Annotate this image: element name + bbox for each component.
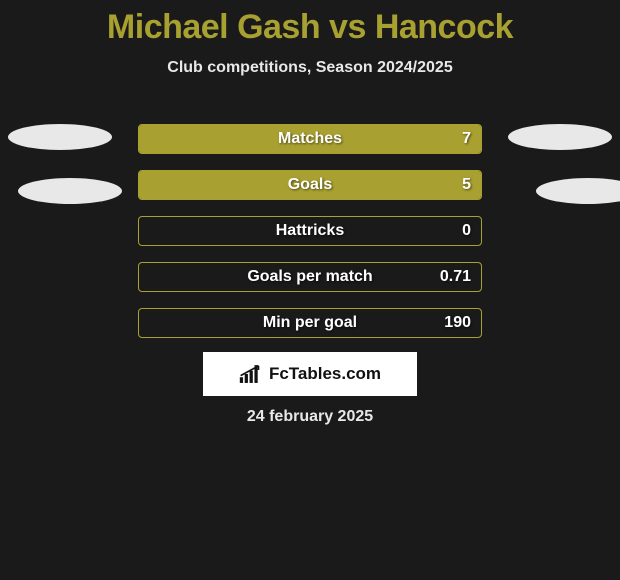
- decoration-ellipse: [536, 178, 620, 204]
- bar-value: 0: [462, 217, 471, 245]
- stat-bar-matches: Matches 7: [138, 124, 482, 154]
- decoration-ellipse: [8, 124, 112, 150]
- page-subtitle: Club competitions, Season 2024/2025: [0, 59, 620, 77]
- stat-bars: Matches 7 Goals 5 Hattricks 0 Goals per …: [138, 124, 482, 354]
- stat-bar-goals: Goals 5: [138, 170, 482, 200]
- bar-label: Matches: [139, 125, 481, 153]
- decoration-ellipse: [18, 178, 122, 204]
- branding-logo: FcTables.com: [203, 352, 417, 396]
- logo-content: FcTables.com: [239, 364, 381, 384]
- bar-label: Goals: [139, 171, 481, 199]
- page-title: Michael Gash vs Hancock: [0, 0, 620, 47]
- bar-label: Goals per match: [139, 263, 481, 291]
- decoration-ellipse: [508, 124, 612, 150]
- stat-bar-goals-per-match: Goals per match 0.71: [138, 262, 482, 292]
- bar-label: Hattricks: [139, 217, 481, 245]
- stat-bar-hattricks: Hattricks 0: [138, 216, 482, 246]
- signal-bars-trend-icon: [239, 364, 265, 384]
- logo-text-label: FcTables.com: [269, 364, 381, 384]
- bar-value: 7: [462, 125, 471, 153]
- bar-value: 190: [444, 309, 471, 337]
- bar-label: Min per goal: [139, 309, 481, 337]
- bar-value: 5: [462, 171, 471, 199]
- bar-value: 0.71: [440, 263, 471, 291]
- footer-date: 24 february 2025: [0, 408, 620, 426]
- stat-bar-min-per-goal: Min per goal 190: [138, 308, 482, 338]
